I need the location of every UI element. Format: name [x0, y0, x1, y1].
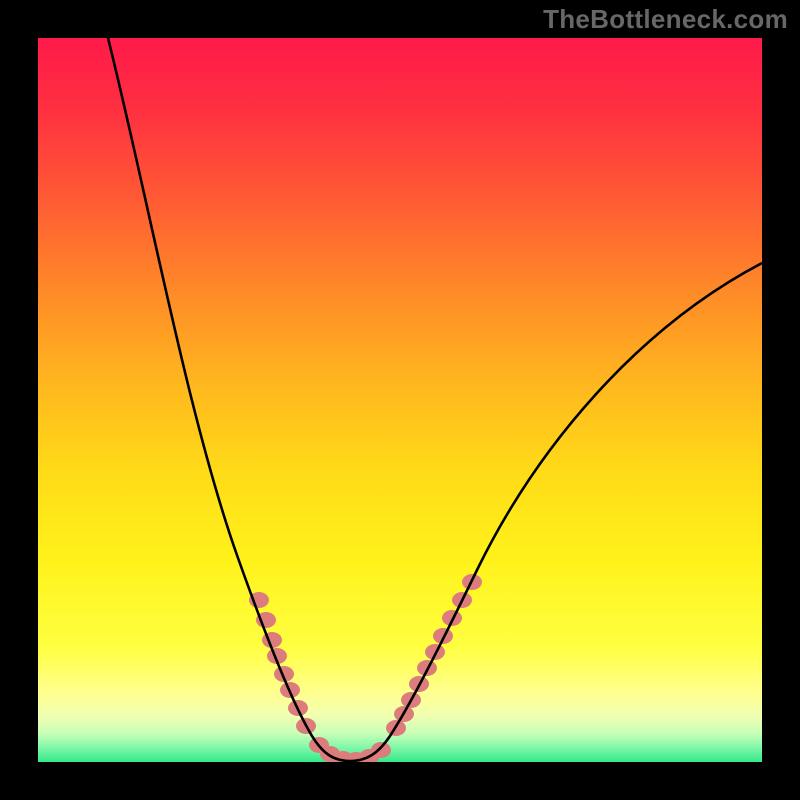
plot-background — [38, 38, 762, 762]
dot-bottom — [371, 742, 391, 758]
watermark-text: TheBottleneck.com — [543, 4, 788, 35]
plot-area — [38, 38, 762, 762]
plot-svg — [38, 38, 762, 762]
